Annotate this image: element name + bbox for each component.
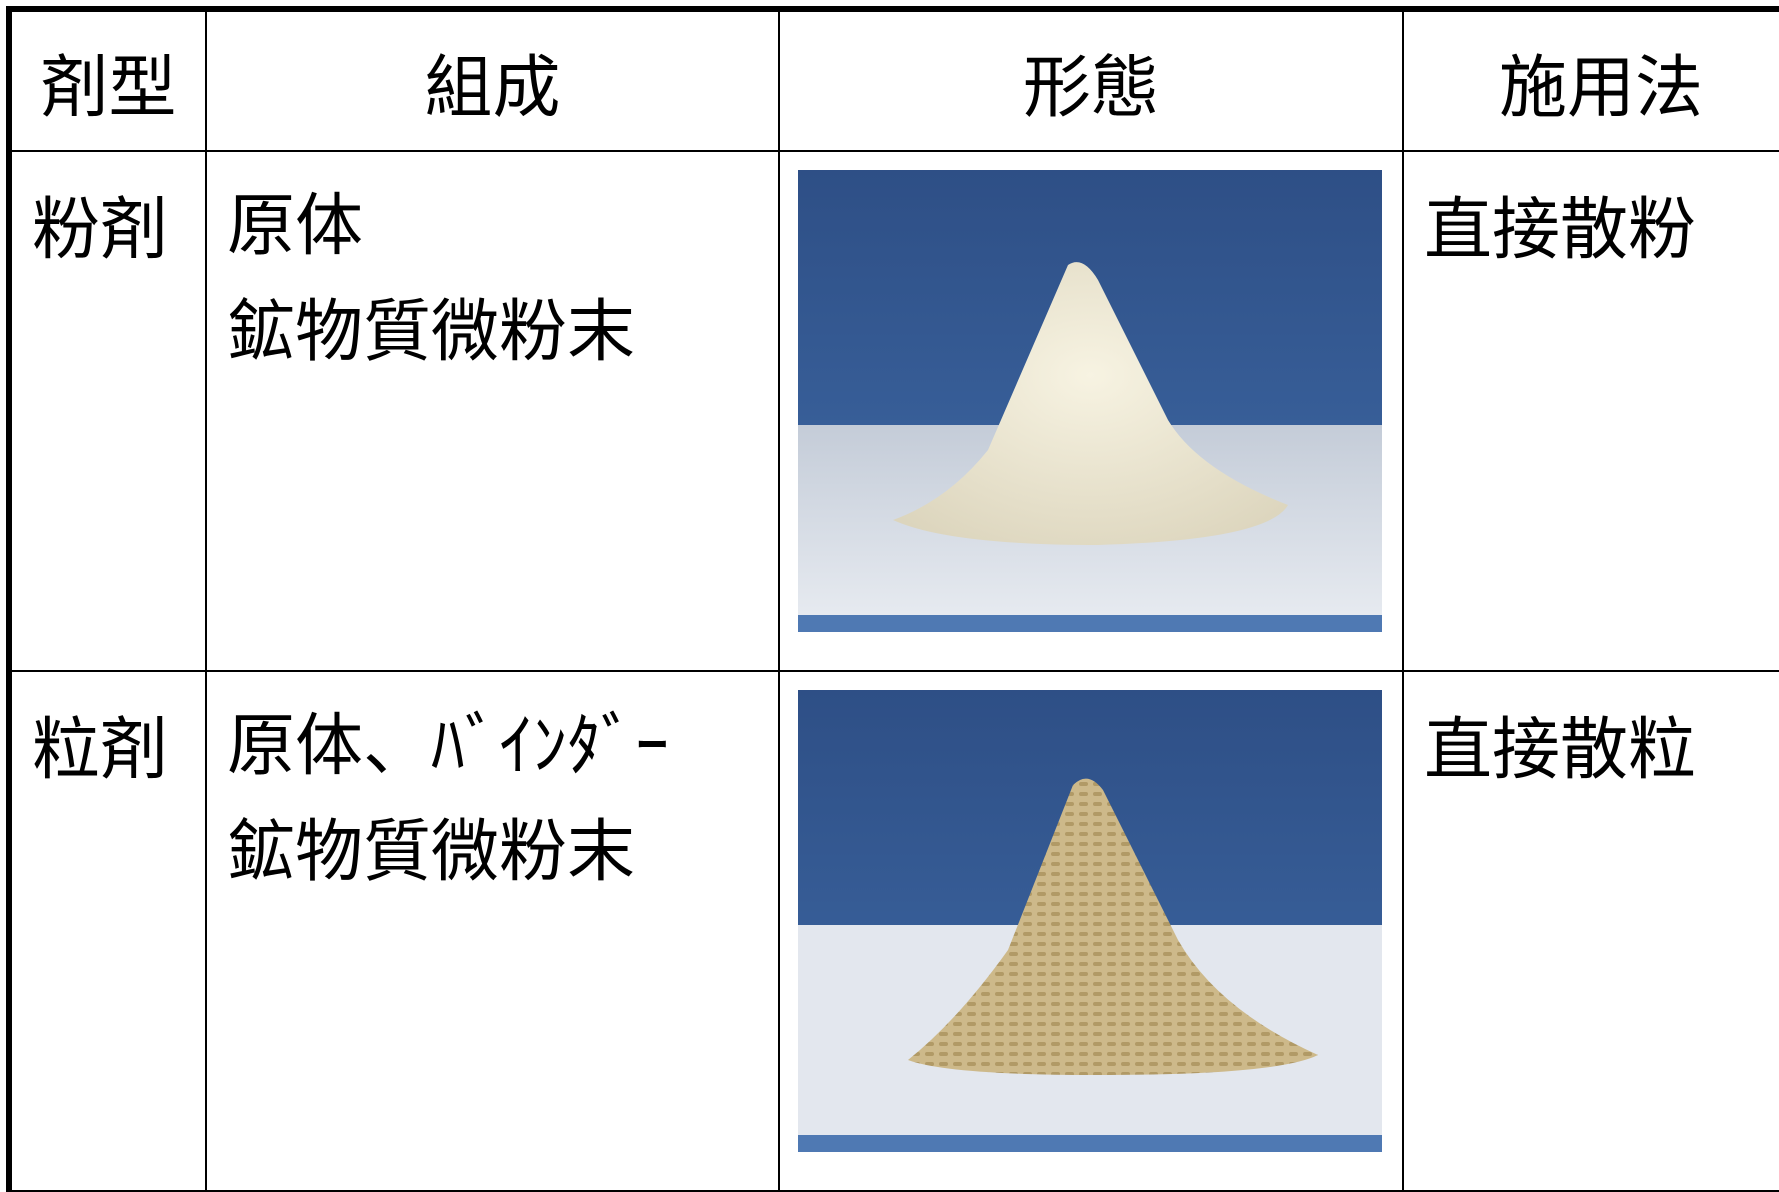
header-row: 剤型 組成 形態 施用法	[8, 8, 1779, 152]
composition-line: 原体、ﾊﾞｲﾝﾀﾞｰ	[227, 707, 670, 786]
application-cell: 直接散粒	[1402, 670, 1779, 1192]
row: 粉剤 原体 鉱物質微粉末 直接散粉	[8, 150, 1779, 672]
photo-cell	[778, 670, 1404, 1192]
photo-cell	[778, 150, 1404, 672]
header-cell: 組成	[205, 8, 780, 152]
type-cell: 粉剤	[8, 150, 207, 672]
header-cell: 形態	[778, 8, 1404, 152]
composition-line: 原体	[227, 187, 364, 266]
composition-line: 鉱物質微粉末	[227, 293, 636, 372]
row: 粒剤 原体、ﾊﾞｲﾝﾀﾞｰ 鉱物質微粉末 直接散粒	[8, 670, 1779, 1192]
granule-photo	[798, 690, 1382, 1152]
header-cell: 施用法	[1402, 8, 1779, 152]
page: 剤型 組成 形態 施用法 粉剤 原体 鉱物質微粉末 直接散粉	[6, 6, 1779, 1192]
powder-photo	[798, 170, 1382, 632]
composition-line: 鉱物質微粉末	[227, 813, 636, 892]
composition-cell: 原体、ﾊﾞｲﾝﾀﾞｰ 鉱物質微粉末	[205, 670, 780, 1192]
composition-cell: 原体 鉱物質微粉末	[205, 150, 780, 672]
type-cell: 粒剤	[8, 670, 207, 1192]
header-cell: 剤型	[8, 8, 207, 152]
formulation-table: 剤型 組成 形態 施用法 粉剤 原体 鉱物質微粉末 直接散粉	[6, 6, 1779, 1192]
application-cell: 直接散粉	[1402, 150, 1779, 672]
